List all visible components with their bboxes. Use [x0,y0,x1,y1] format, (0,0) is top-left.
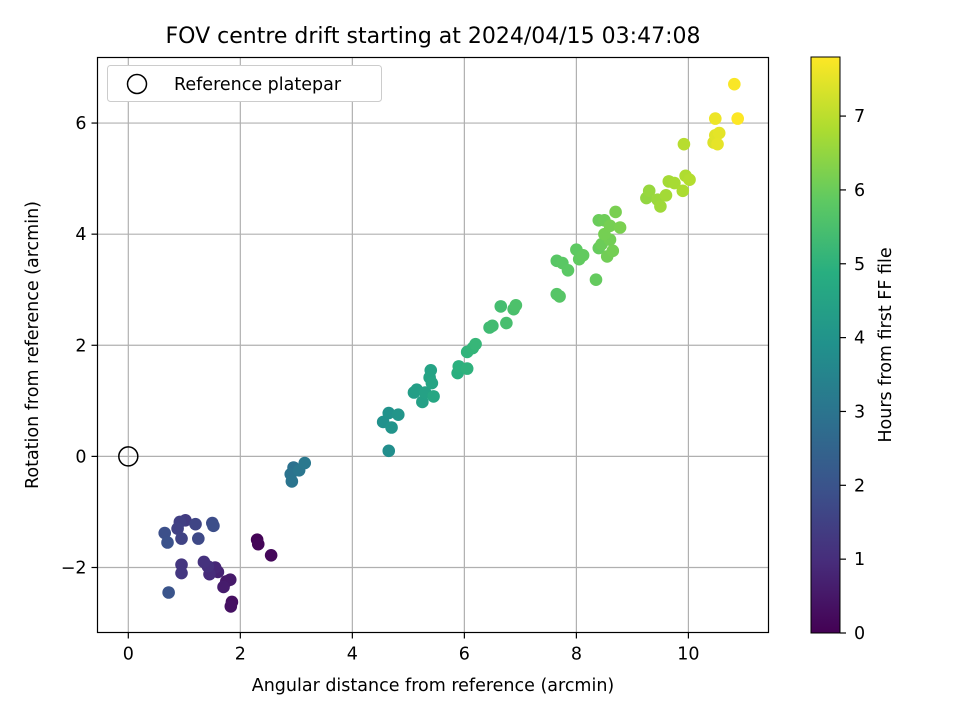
data-point [659,188,673,202]
data-point [207,519,220,533]
data-point [561,263,575,277]
data-point [192,532,205,545]
colorbar-tick-label: 0 [854,624,865,644]
data-point [264,548,278,562]
data-point [385,421,398,434]
chart-title: FOV centre drift starting at 2024/04/15 … [166,24,701,49]
colorbar [810,56,841,634]
data-point [460,362,474,375]
grid-lines [97,57,769,633]
data-point [486,319,499,333]
x-tick-label: 0 [123,645,134,665]
data-point [171,522,184,535]
colorbar-tick-label: 3 [854,402,865,422]
x-axis-ticks: 0 2 4 6 8 10 [123,632,700,665]
legend: Reference platepar [107,65,382,102]
colorbar-ticks: 0 1 2 3 4 5 6 7 [840,107,865,644]
data-point [382,406,396,420]
x-tick-label: 2 [235,645,246,665]
data-point [553,290,566,303]
data-point [677,137,691,151]
data-point [676,184,690,198]
x-tick-label: 8 [571,645,582,665]
legend-box [107,65,382,102]
x-tick-label: 10 [677,645,699,665]
colorbar-tick-label: 5 [854,255,865,275]
scatter-points [118,77,744,613]
y-axis-ticks: −2 0 2 4 6 [61,114,98,579]
y-tick-label: 6 [75,114,86,134]
y-tick-label: 4 [75,225,86,245]
data-point [158,526,172,540]
data-point [189,517,202,531]
colorbar-tick-label: 1 [854,550,865,570]
data-point [500,316,513,330]
colorbar-tick-label: 7 [854,107,865,127]
data-point [469,337,482,351]
data-point [603,219,617,233]
data-point [175,566,188,580]
data-point [576,248,590,262]
data-point [382,444,396,458]
data-point [712,126,726,140]
x-tick-label: 6 [459,645,470,665]
data-point [589,273,603,287]
data-point [391,408,405,422]
data-point [416,395,429,409]
y-tick-label: 0 [75,447,86,467]
data-point [509,298,523,312]
data-point [613,221,627,234]
data-point [162,586,175,599]
legend-marker-reference [126,73,148,95]
colorbar-tick-label: 6 [854,181,865,201]
y-tick-label: 2 [75,336,86,356]
data-point [683,173,696,187]
data-point [642,184,656,198]
colorbar-tick-label: 4 [854,329,865,349]
data-point [668,176,681,190]
data-point [285,475,299,488]
data-point [175,532,188,545]
data-point [708,112,722,125]
y-tick-label: −2 [61,559,87,579]
data-point [217,580,230,594]
colorbar-tick-label: 2 [854,476,865,496]
data-point [494,300,508,313]
x-tick-label: 4 [347,645,358,665]
data-point [609,205,622,219]
legend-label-reference: Reference platepar [174,75,342,95]
data-point [251,537,265,551]
data-point [425,376,439,390]
data-point [427,390,440,403]
data-point [224,600,238,613]
colorbar-label: Hours from first FF file [876,247,896,442]
x-axis-label: Angular distance from reference (arcmin) [252,676,615,696]
y-axis-label: Rotation from reference (arcmin) [23,201,43,489]
data-point [731,112,744,125]
data-point [654,200,667,213]
reference-point-marker [118,446,139,467]
data-point [298,456,312,470]
data-point [711,137,724,151]
data-point [161,536,174,549]
data-point [728,77,741,91]
data-point [606,244,620,258]
data-point [197,555,211,569]
